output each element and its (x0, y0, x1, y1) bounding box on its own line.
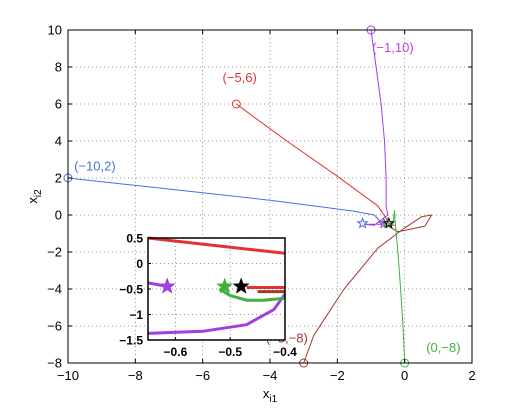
main-annotations: (−10,2)(−5,6)(−1,10)(−3,−8)(0,−8) (74, 40, 460, 355)
inset-end-star (216, 277, 234, 294)
x-axis-label: xi1 (263, 386, 278, 405)
series-annotation: (−5,6) (223, 70, 257, 85)
inset-y-tick-label: −0.5 (119, 283, 143, 297)
series-annotation: (−10,2) (74, 159, 116, 174)
y-tick-label: 2 (55, 171, 62, 186)
inset-series-line (147, 236, 286, 255)
inset-grid (148, 238, 285, 340)
x-tick-label: 2 (468, 368, 475, 383)
start-point-marker (231, 99, 241, 109)
inset-x-tick-label: −0.6 (164, 345, 188, 359)
series-line (387, 209, 406, 364)
x-axis-label-main: x (263, 386, 270, 401)
inset-y-tick-label: −1 (129, 308, 143, 322)
inset-end-star (232, 277, 250, 294)
inset-series-line (218, 287, 286, 302)
main-grid (68, 30, 472, 363)
y-tick-label: 8 (55, 60, 62, 75)
y-axis-label-sub: i2 (33, 189, 44, 197)
inset-y-tick-label: 0.5 (126, 232, 143, 246)
inset-end-star (158, 277, 176, 294)
end-point-star (382, 216, 395, 229)
inset-x-tick-label: −0.5 (218, 345, 242, 359)
series-line (67, 177, 385, 225)
y-tick-label: 10 (48, 23, 62, 38)
x-tick-label: −2 (330, 368, 345, 383)
inset-series-line (147, 293, 287, 335)
series-annotation: (−1,10) (372, 40, 414, 55)
x-tick-label: −10 (57, 368, 79, 383)
y-tick-label: −4 (47, 282, 62, 297)
inset-y-tick-label: 0 (136, 257, 143, 271)
y-tick-label: −6 (47, 319, 62, 334)
y-axis-label-main: x (25, 197, 40, 204)
end-point-star (356, 216, 369, 229)
x-tick-label: 0 (401, 368, 408, 383)
y-axis-label: xi2 (25, 189, 44, 204)
inset-plot: −0.6 −0.5 −0.4 −1.5 −1 −0.5 0 0.5 (119, 232, 297, 360)
inset-y-tick-label: −1.5 (119, 334, 143, 348)
series-line (363, 29, 389, 226)
x-tick-label: −4 (263, 368, 278, 383)
x-tick-label: −8 (128, 368, 143, 383)
y-tick-label: 0 (55, 208, 62, 223)
y-tick-label: 4 (55, 134, 62, 149)
x-axis-label-sub: i1 (269, 394, 277, 405)
series-line (236, 103, 395, 226)
inset-ticks: −0.6 −0.5 −0.4 −1.5 −1 −0.5 0 0.5 (119, 232, 297, 360)
inset-x-tick-label: −0.4 (273, 345, 297, 359)
y-tick-label: −2 (47, 245, 62, 260)
inset-markers (158, 277, 250, 294)
series-line (303, 214, 433, 364)
y-tick-label: 6 (55, 97, 62, 112)
x-tick-label: −6 (195, 368, 210, 383)
y-tick-label: −8 (47, 356, 62, 371)
series-annotation: (0,−8) (426, 340, 460, 355)
